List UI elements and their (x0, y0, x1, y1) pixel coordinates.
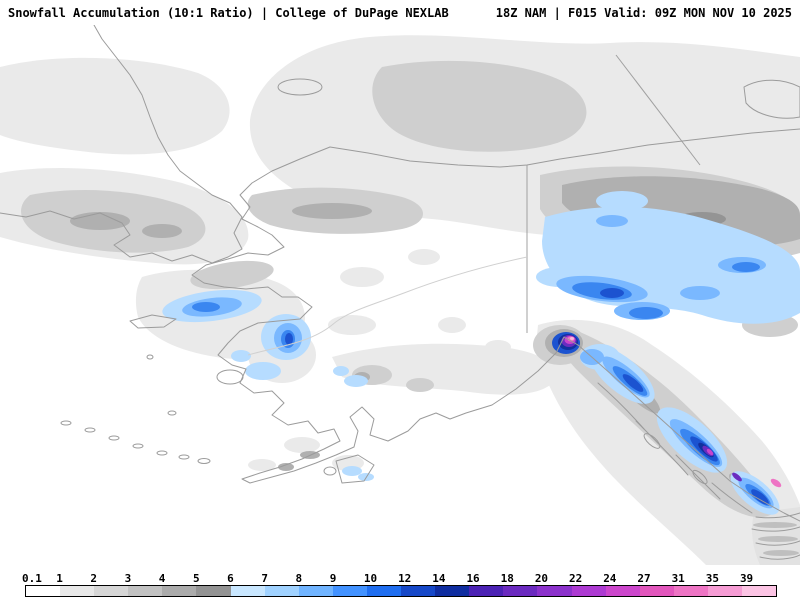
model-run-info: 18Z NAM | F015 Valid: 09Z MON NOV 10 202… (495, 6, 792, 20)
legend-label: 5 (192, 572, 200, 585)
legend-label: 39 (739, 572, 754, 585)
legend-cells (25, 585, 777, 597)
bc-coast-outline (751, 512, 800, 560)
legend-label: 22 (569, 572, 583, 585)
legend-color-cell (673, 586, 708, 596)
legend-color-cell (60, 586, 95, 596)
legend-label: 20 (534, 572, 549, 585)
legend-label: 0.1 (22, 572, 42, 585)
banks-island-outline (743, 79, 800, 119)
wrangel-island-outline (277, 78, 323, 96)
legend-label: 4 (158, 572, 166, 585)
legend-color-cell (401, 586, 436, 596)
legend-label: 1 (56, 572, 63, 585)
legend-label: 27 (637, 572, 651, 585)
legend-color-cell (264, 586, 299, 596)
legend-label: 7 (261, 572, 268, 585)
legend-color-cell (230, 586, 265, 596)
forecast-map (0, 24, 800, 565)
legend-color-cell (571, 586, 606, 596)
legend-color-cell (537, 586, 572, 596)
legend-label: 24 (603, 572, 617, 585)
nunivak-island-outline (216, 369, 244, 385)
legend-label: 16 (466, 572, 480, 585)
legend-color-cell (435, 586, 470, 596)
legend-label: 3 (124, 572, 132, 585)
legend-label: 10 (363, 572, 378, 585)
legend-color-cell (298, 586, 333, 596)
alexander-archipelago-outline (597, 382, 753, 514)
legend-labels: 0.1 1 2 3 4 5 6 7 8 9 10 12 14 16 18 20 22 24 27 31 35 39 (22, 572, 777, 585)
legend-label: 18 (500, 572, 514, 585)
forecast-map-svg (0, 24, 800, 565)
snow-blue-bands (162, 191, 800, 515)
legend-color-cell (605, 586, 640, 596)
legend-label: 12 (398, 572, 412, 585)
header-bar: Snowfall Accumulation (10:1 Ratio) | Col… (8, 6, 792, 20)
legend-color-cell (94, 586, 129, 596)
st-lawrence-island-outline (129, 314, 177, 329)
legend-color-cell (162, 586, 197, 596)
legend-label: 35 (705, 572, 719, 585)
yukon-river-line (247, 256, 528, 356)
legend-label: 9 (329, 572, 337, 585)
legend-label: 8 (295, 572, 303, 585)
kodiak-island-outline (335, 454, 375, 484)
legend-label: 6 (227, 572, 234, 585)
legend-color-cell (741, 586, 777, 596)
coastlines (0, 24, 800, 560)
yukon-nwt-border-line (615, 54, 701, 166)
legend-color-cell (332, 586, 367, 596)
russia-coastline (0, 24, 243, 264)
legend-color-cell (503, 586, 538, 596)
colorbar-legend: 0.1 1 2 3 4 5 6 7 8 9 10 12 14 16 18 20 22 24 27 31 35 39 (22, 572, 777, 597)
legend-label: 14 (432, 572, 446, 585)
legend-label: 2 (90, 572, 97, 585)
legend-color-cell (366, 586, 402, 596)
legend-color-cell (639, 586, 674, 596)
product-title: Snowfall Accumulation (10:1 Ratio) | Col… (8, 6, 449, 20)
legend-color-cell (196, 586, 231, 596)
legend-label: 31 (671, 572, 685, 585)
legend-color-cell (26, 586, 61, 596)
legend-color-cell (469, 586, 504, 596)
alaska-coastline (191, 146, 800, 522)
arctic-coastline (329, 128, 800, 168)
legend-color-cell (707, 586, 742, 596)
legend-color-cell (128, 586, 163, 596)
aleutian-islands-outline (60, 354, 211, 464)
political-borders (247, 54, 701, 356)
